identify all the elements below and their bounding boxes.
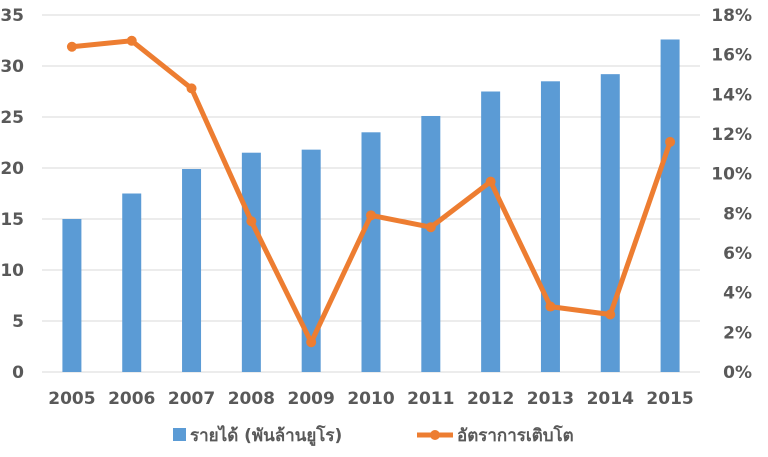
legend: รายได้ (พันล้านยูโร) อัตราการเติบโต [173, 425, 574, 447]
growth-point [545, 301, 556, 312]
right-tick-label: 2% [723, 323, 752, 343]
revenue-bar [481, 91, 501, 372]
revenue-bar [361, 132, 381, 372]
left-tick-label: 0 [12, 363, 24, 383]
revenue-bar [660, 39, 680, 372]
x-tick-label: 2009 [288, 389, 335, 409]
right-tick-label: 0% [723, 363, 752, 383]
right-tick-label: 4% [723, 284, 752, 304]
x-tick-label: 2008 [228, 389, 275, 409]
right-tick-label: 12% [711, 125, 752, 145]
x-tick-label: 2007 [168, 389, 215, 409]
legend-bar-label: รายได้ (พันล้านยูโร) [190, 425, 342, 447]
revenue-bar [301, 149, 321, 372]
right-tick-label: 6% [723, 244, 752, 264]
growth-point [485, 176, 496, 187]
revenue-bar [62, 219, 82, 372]
x-tick-label: 2010 [347, 389, 394, 409]
growth-line-group [66, 35, 676, 348]
right-axis-ticks: 0% 2% 4% 6% 8% 10% 12% 14% 16% 18% [711, 6, 752, 383]
left-tick-label: 30 [0, 57, 24, 77]
legend-line-marker [430, 430, 440, 440]
left-tick-label: 20 [0, 159, 24, 179]
growth-point [366, 210, 376, 221]
right-tick-label: 14% [711, 85, 752, 105]
right-tick-label: 8% [723, 204, 752, 224]
revenue-bar [540, 81, 560, 373]
left-axis-ticks: 0 5 10 15 20 25 30 35 [0, 6, 24, 383]
revenue-bar [241, 152, 261, 372]
left-tick-label: 5 [12, 312, 24, 332]
left-tick-label: 25 [0, 108, 24, 128]
x-tick-label: 2015 [646, 389, 693, 409]
revenue-bar [421, 115, 441, 372]
legend-line-label: อัตราการเติบโต [457, 425, 574, 446]
x-tick-label: 2011 [407, 389, 454, 409]
x-tick-label: 2014 [587, 389, 634, 409]
revenue-bars [62, 39, 680, 373]
revenue-bar [182, 169, 202, 372]
left-tick-label: 15 [0, 210, 24, 230]
left-tick-label: 10 [0, 261, 24, 281]
revenue-bar [122, 193, 142, 372]
growth-point [306, 337, 317, 348]
x-axis-ticks: 2005 2006 2007 2008 2009 2010 2011 2012 2013 2014… [48, 389, 694, 409]
right-tick-label: 16% [711, 46, 752, 66]
x-tick-label: 2006 [108, 389, 155, 409]
growth-point [186, 83, 197, 94]
revenue-bar [600, 74, 620, 372]
growth-point [126, 35, 137, 46]
x-tick-label: 2005 [48, 389, 95, 409]
right-tick-label: 18% [711, 6, 752, 26]
growth-point [665, 136, 676, 147]
x-tick-label: 2013 [527, 389, 574, 409]
left-tick-label: 35 [0, 6, 24, 26]
growth-point [246, 216, 257, 227]
growth-point [605, 309, 616, 320]
right-tick-label: 10% [711, 165, 752, 185]
x-tick-label: 2012 [467, 389, 514, 409]
growth-point [425, 222, 436, 233]
legend-bar-swatch [173, 428, 186, 441]
growth-point [66, 41, 77, 52]
